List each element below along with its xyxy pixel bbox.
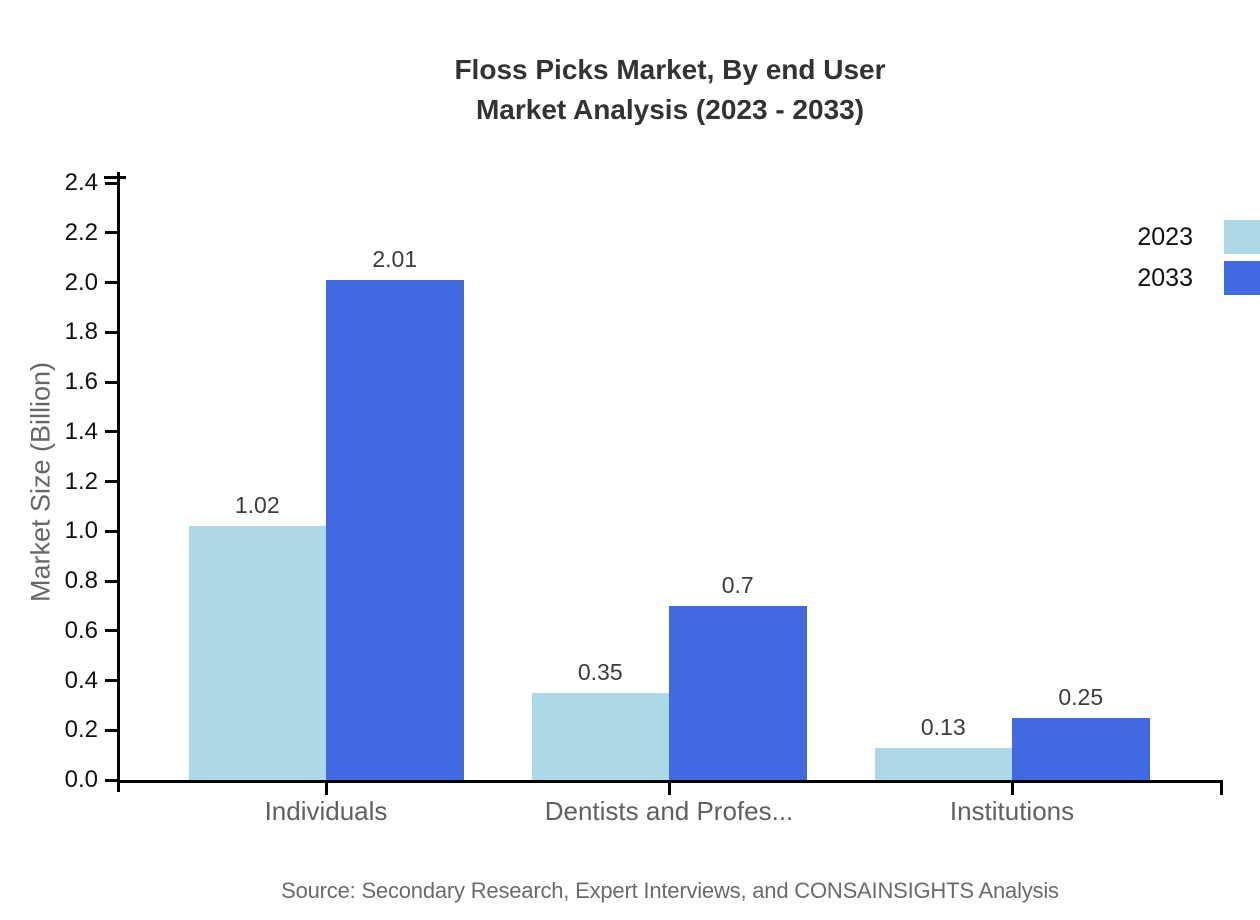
bar-2023-individuals xyxy=(188,526,326,780)
y-tick-mark xyxy=(105,430,117,434)
x-tick-mark xyxy=(667,783,671,795)
y-tick-label: 1.8 xyxy=(64,318,98,346)
x-axis-line xyxy=(117,780,1223,783)
y-tick-label: 2.0 xyxy=(64,268,98,296)
bar-2033-institutions xyxy=(1012,717,1150,780)
legend-swatch-2033 xyxy=(1224,261,1260,295)
y-tick-mark xyxy=(105,181,117,185)
chart-title-line-1: Floss Picks Market, By end User xyxy=(454,54,886,85)
legend-label-2033: 2033 xyxy=(1137,263,1193,292)
bar-2023-dentists-and-profes xyxy=(531,692,669,780)
bar-value-label-2033-institutions: 0.25 xyxy=(1058,683,1104,710)
bar-value-label-2033-individuals: 2.01 xyxy=(372,246,418,273)
y-tick-mark xyxy=(105,728,117,732)
y-tick-mark xyxy=(105,778,117,782)
bar-2023-institutions xyxy=(874,747,1012,780)
y-tick-mark xyxy=(105,529,117,533)
x-tick-mark xyxy=(324,783,328,795)
bar-value-label-2023-dentists-and-profes: 0.35 xyxy=(577,658,623,685)
bar-value-label-2023-institutions: 0.13 xyxy=(920,713,966,740)
y-tick-label: 1.0 xyxy=(64,517,98,545)
y-tick-label: 2.4 xyxy=(64,169,98,196)
y-tick-label: 1.2 xyxy=(64,467,98,495)
legend-label-2023: 2023 xyxy=(1137,222,1193,251)
y-tick-mark xyxy=(105,231,117,235)
y-tick-label: 1.4 xyxy=(64,417,98,445)
bar-value-label-2023-individuals: 1.02 xyxy=(234,492,280,519)
y-tick-label: 2.2 xyxy=(64,218,98,246)
legend-swatch-2023 xyxy=(1224,220,1260,254)
y-tick-mark xyxy=(105,579,117,583)
y-tick-label: 0.0 xyxy=(64,766,98,793)
y-tick-label: 0.6 xyxy=(64,616,98,644)
x-category-label-dentists-and-profes: Dentists and Profes... xyxy=(544,796,794,826)
y-axis-top-cap xyxy=(104,176,126,179)
legend-item-2023: 2023 xyxy=(1137,220,1260,254)
y-tick-mark xyxy=(105,480,117,483)
x-tick-mark xyxy=(1010,783,1014,795)
chart-title-line-2: Market Analysis (2023 - 2033) xyxy=(475,94,865,125)
y-tick-mark xyxy=(105,380,117,384)
y-tick-mark xyxy=(105,281,117,284)
y-tick-label: 1.6 xyxy=(64,368,98,395)
y-tick-label: 0.8 xyxy=(64,567,98,594)
bar-value-label-2033-dentists-and-profes: 0.7 xyxy=(721,571,754,598)
x-axis-end-tick xyxy=(1220,783,1223,795)
legend-item-2033: 2033 xyxy=(1137,261,1260,295)
y-tick-mark xyxy=(105,629,117,633)
x-category-label-individuals: Individuals xyxy=(264,796,388,826)
source-attribution: Source: Secondary Research, Expert Inter… xyxy=(281,878,1059,903)
x-category-label-institutions: Institutions xyxy=(949,796,1075,826)
y-tick-mark xyxy=(105,679,117,682)
y-tick-label: 0.2 xyxy=(64,716,98,744)
bar-2033-dentists-and-profes xyxy=(669,605,807,780)
y-tick-label: 0.4 xyxy=(64,666,98,694)
plot-area: 0.0 0.2 0.4 0.6 0.8 1.0 1.2 1.4 1.6 1.8 2.0 2.2 2.4 I… xyxy=(65,169,1223,826)
bar-2033-individuals xyxy=(326,280,464,780)
y-axis-line xyxy=(117,172,120,792)
y-tick-mark xyxy=(105,330,117,334)
